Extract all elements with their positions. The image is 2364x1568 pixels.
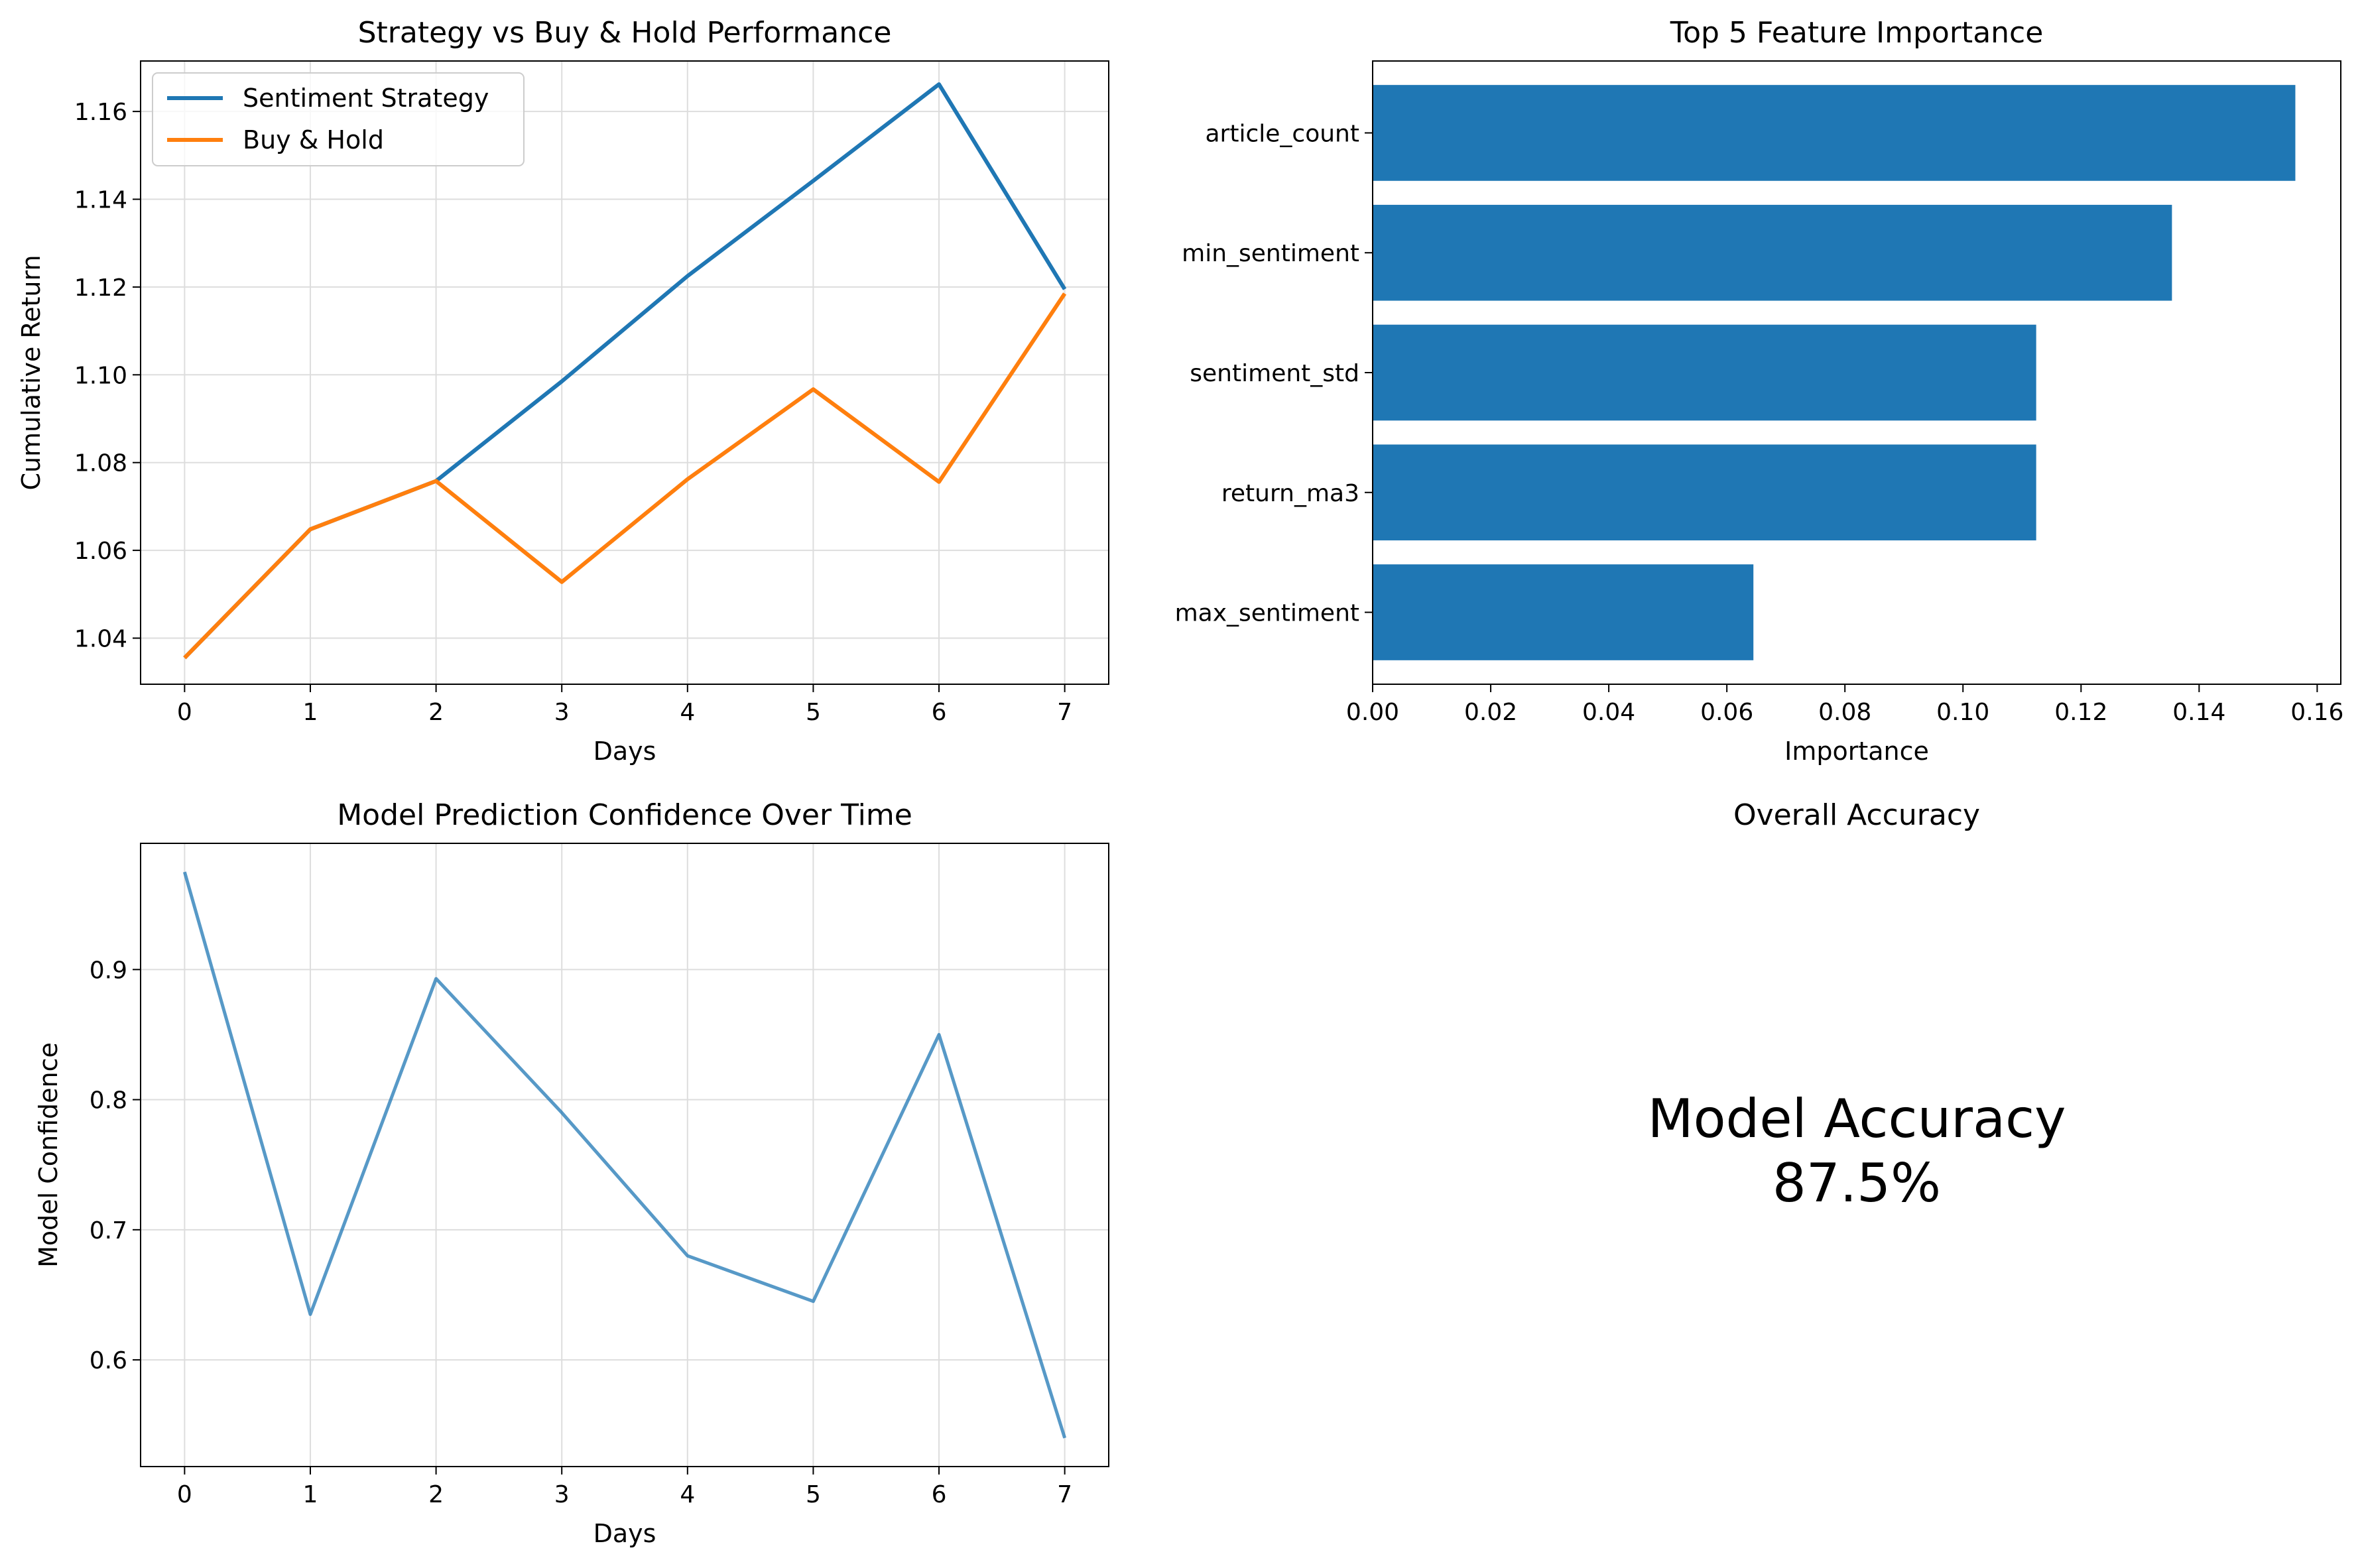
- p3-series-line-0: [182, 871, 1067, 1439]
- feature-x-ticks: 0.00 0.02 0.04 0.06 0.08 0.10 0.12 0.14 0.16: [1346, 684, 2343, 726]
- confidence-series: [182, 871, 1067, 1439]
- feature-xtick-label: 0.16: [2290, 699, 2343, 726]
- confidence-x-label: Days: [593, 1519, 656, 1548]
- strategy-y-label: Cumulative Return: [17, 255, 46, 490]
- p1-xtick-label: 0: [177, 699, 192, 726]
- p1-ytick-label: 1.12: [74, 274, 127, 302]
- accuracy-panel-title: Overall Accuracy: [1733, 798, 1980, 832]
- feature-xtick-label: 0.06: [1700, 699, 1753, 726]
- feature-xtick-label: 0.10: [1936, 699, 1989, 726]
- p3-xtick-label: 1: [303, 1481, 318, 1508]
- p3-xtick-label: 0: [177, 1481, 192, 1508]
- accuracy-label: Model Accuracy: [1648, 1088, 2066, 1150]
- feature-xtick-label: 0.00: [1346, 699, 1399, 726]
- feature-xtick-label: 0.04: [1582, 699, 1635, 726]
- legend-label-sentiment-strategy: Sentiment Strategy: [243, 84, 489, 113]
- strategy-plot-frame: [140, 60, 1109, 685]
- confidence-x-ticks: 0 1 2 3 4 5 6 7: [177, 1467, 1072, 1508]
- accuracy-value: 87.5%: [1773, 1152, 1941, 1214]
- feature-chart-title: Top 5 Feature Importance: [1670, 16, 2044, 50]
- confidence-chart-title: Model Prediction Confidence Over Time: [337, 798, 912, 832]
- strategy-legend: Sentiment Strategy Buy & Hold: [152, 72, 525, 166]
- p3-ytick-label: 0.7: [90, 1217, 127, 1244]
- p3-xtick-label: 2: [428, 1481, 444, 1508]
- feature-category-label: article_count: [1206, 120, 1360, 147]
- confidence-chart: Model Prediction Confidence Over Time 0 1…: [34, 798, 1109, 1548]
- strategy-x-ticks: 0 1 2 3 4 5 6 7: [177, 684, 1072, 726]
- feature-x-label: Importance: [1784, 737, 1929, 766]
- p1-ytick-label: 1.10: [74, 362, 127, 389]
- legend-box: [152, 72, 525, 166]
- accuracy-panel: Overall Accuracy Model Accuracy 87.5%: [1648, 798, 2066, 1214]
- feature-bar-max_sentiment: [1373, 564, 1754, 660]
- p1-xtick-label: 3: [554, 699, 570, 726]
- feature-bar-article_count: [1373, 85, 2296, 181]
- p3-xtick-label: 4: [680, 1481, 695, 1508]
- feature-xtick-label: 0.02: [1464, 699, 1517, 726]
- strategy-grid: [141, 61, 1109, 684]
- feature-category-label: return_ma3: [1221, 480, 1359, 507]
- p1-xtick-label: 2: [428, 699, 444, 726]
- p3-xtick-label: 5: [806, 1481, 821, 1508]
- p1-xtick-label: 6: [932, 699, 947, 726]
- p3-xtick-label: 6: [932, 1481, 947, 1508]
- p1-xtick-label: 5: [806, 699, 821, 726]
- p3-ytick-label: 0.8: [90, 1087, 127, 1115]
- feature-bar-sentiment_std: [1373, 324, 2036, 421]
- p1-ytick-label: 1.08: [74, 450, 127, 477]
- feature-xtick-label: 0.08: [1818, 699, 1871, 726]
- strategy-chart-title: Strategy vs Buy & Hold Performance: [358, 16, 892, 50]
- p1-xtick-label: 4: [680, 699, 695, 726]
- p1-ytick-label: 1.04: [74, 625, 127, 652]
- p3-xtick-label: 3: [554, 1481, 570, 1508]
- legend-label-buy-hold: Buy & Hold: [243, 125, 384, 154]
- strategy-y-ticks: 1.04 1.06 1.08 1.10 1.12 1.14 1.16: [74, 99, 141, 652]
- feature-bars: [1373, 85, 2296, 660]
- confidence-y-label: Model Confidence: [34, 1042, 63, 1268]
- strategy-series: [183, 82, 1067, 660]
- feature-bar-min_sentiment: [1373, 204, 2172, 301]
- strategy-x-label: Days: [593, 737, 656, 766]
- confidence-plot-frame: [140, 843, 1109, 1467]
- p1-series-line-1: [183, 292, 1067, 660]
- p3-ytick-label: 0.9: [90, 957, 127, 984]
- feature-xtick-label: 0.12: [2054, 699, 2107, 726]
- p1-xtick-label: 7: [1057, 699, 1072, 726]
- confidence-y-ticks: 0.6 0.7 0.8 0.9: [90, 957, 141, 1374]
- feature-xtick-label: 0.14: [2172, 699, 2225, 726]
- feature-category-label: max_sentiment: [1175, 600, 1359, 627]
- feature-bar-return_ma3: [1373, 444, 2036, 541]
- p1-ytick-label: 1.06: [74, 538, 127, 565]
- p1-ytick-label: 1.16: [74, 99, 127, 126]
- p3-xtick-label: 7: [1057, 1481, 1072, 1508]
- strategy-performance-chart: Strategy vs Buy & Hold Performance 0 1 2 3 4…: [17, 16, 1109, 766]
- p3-ytick-label: 0.6: [90, 1347, 127, 1374]
- feature-category-label: min_sentiment: [1182, 240, 1359, 267]
- confidence-grid: [141, 843, 1109, 1467]
- feature-y-ticks: article_count min_sentiment sentiment_stdr…: [1175, 120, 1373, 627]
- feature-category-label: sentiment_std: [1190, 360, 1359, 387]
- feature-importance-chart: Top 5 Feature Importance 0.00 0.02 0.04 0.0…: [1175, 16, 2344, 766]
- p1-xtick-label: 1: [303, 699, 318, 726]
- p1-ytick-label: 1.14: [74, 187, 127, 214]
